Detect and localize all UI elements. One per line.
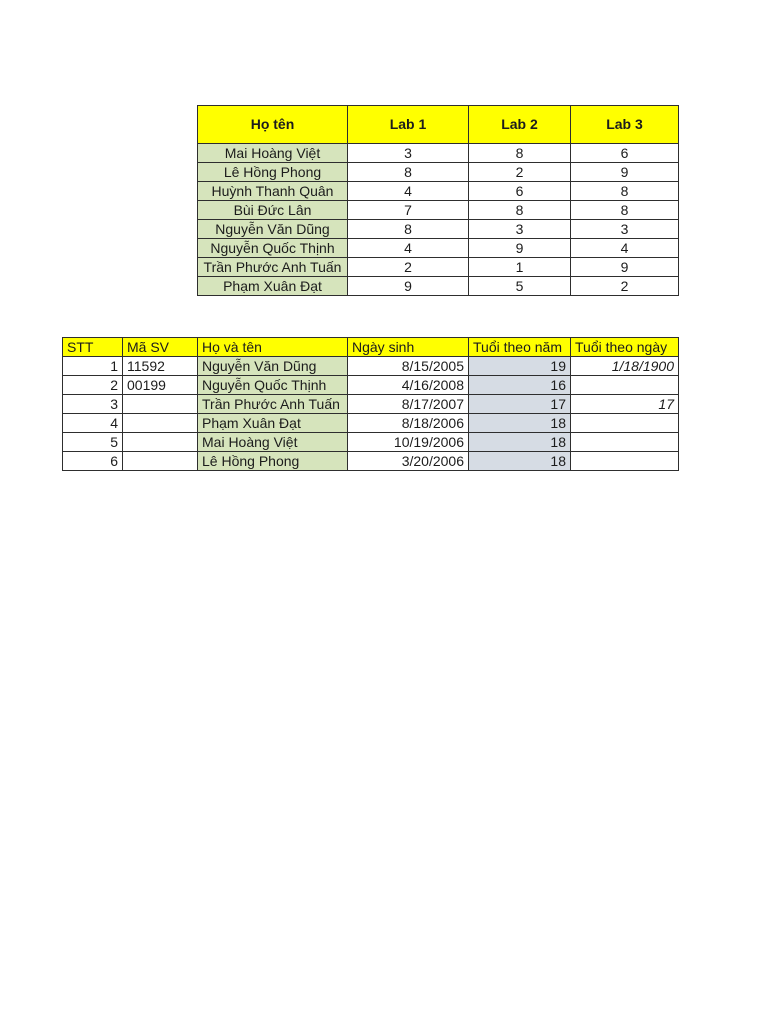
lab3-score-cell: 8 bbox=[570, 200, 679, 220]
birthdate-cell: 8/15/2005 bbox=[347, 356, 469, 376]
lab1-score-cell: 7 bbox=[347, 200, 469, 220]
student-name-cell: Mai Hoàng Việt bbox=[197, 432, 348, 452]
header-ma-sv: Mã SV bbox=[122, 337, 198, 357]
lab2-score-cell: 1 bbox=[468, 257, 571, 277]
student-name-cell: Trần Phước Anh Tuấn bbox=[197, 394, 348, 414]
birthdate-cell: 3/20/2006 bbox=[347, 451, 469, 471]
table-row: 6 Lê Hồng Phong 3/20/2006 18 bbox=[62, 451, 679, 471]
header-tuoi-theo-nam: Tuổi theo năm bbox=[468, 337, 571, 357]
age-by-year-cell: 19 bbox=[468, 356, 571, 376]
age-by-day-cell bbox=[570, 413, 679, 433]
table-row: 1 11592 Nguyễn Văn Dũng 8/15/2005 19 1/18/190… bbox=[62, 356, 679, 376]
lab3-score-cell: 6 bbox=[570, 143, 679, 163]
age-by-year-cell: 16 bbox=[468, 375, 571, 395]
lab3-score-cell: 8 bbox=[570, 181, 679, 201]
lab1-score-cell: 8 bbox=[347, 219, 469, 239]
stt-cell: 1 bbox=[62, 356, 123, 376]
student-name-cell: Phạm Xuân Đạt bbox=[197, 276, 348, 296]
header-ho-va-ten: Họ và tên bbox=[197, 337, 348, 357]
age-by-day-cell: 1/18/1900 bbox=[570, 356, 679, 376]
stt-cell: 6 bbox=[62, 451, 123, 471]
ma-sv-cell bbox=[122, 451, 198, 471]
table-row: Nguyễn Văn Dũng 8 3 3 bbox=[197, 219, 679, 239]
lab3-score-cell: 9 bbox=[570, 257, 679, 277]
ma-sv-cell: 00199 bbox=[122, 375, 198, 395]
ma-sv-cell: 11592 bbox=[122, 356, 198, 376]
table-row: Nguyễn Quốc Thịnh 4 9 4 bbox=[197, 238, 679, 258]
lab2-score-cell: 8 bbox=[468, 143, 571, 163]
student-name-cell: Trần Phước Anh Tuấn bbox=[197, 257, 348, 277]
age-by-day-cell bbox=[570, 432, 679, 452]
lab1-score-cell: 4 bbox=[347, 238, 469, 258]
header-ngay-sinh: Ngày sinh bbox=[347, 337, 469, 357]
ma-sv-cell bbox=[122, 413, 198, 433]
table-row: Huỳnh Thanh Quân 4 6 8 bbox=[197, 181, 679, 201]
age-by-day-cell bbox=[570, 375, 679, 395]
lab1-score-cell: 9 bbox=[347, 276, 469, 296]
lab3-score-cell: 2 bbox=[570, 276, 679, 296]
students-table-header-row: STT Mã SV Họ và tên Ngày sinh Tuổi theo năm T… bbox=[62, 337, 679, 357]
students-table: STT Mã SV Họ và tên Ngày sinh Tuổi theo năm T… bbox=[62, 337, 679, 471]
student-name-cell: Nguyễn Văn Dũng bbox=[197, 219, 348, 239]
lab3-score-cell: 4 bbox=[570, 238, 679, 258]
age-by-year-cell: 18 bbox=[468, 413, 571, 433]
student-name-cell: Bùi Đức Lân bbox=[197, 200, 348, 220]
stt-cell: 3 bbox=[62, 394, 123, 414]
header-tuoi-theo-ngay: Tuổi theo ngày bbox=[570, 337, 679, 357]
table-row: Mai Hoàng Việt 3 8 6 bbox=[197, 143, 679, 163]
lab-table-header-row: Họ tên Lab 1 Lab 2 Lab 3 bbox=[197, 105, 679, 144]
lab2-score-cell: 3 bbox=[468, 219, 571, 239]
lab2-score-cell: 6 bbox=[468, 181, 571, 201]
table-row: 2 00199 Nguyễn Quốc Thịnh 4/16/2008 16 bbox=[62, 375, 679, 395]
age-by-day-cell bbox=[570, 451, 679, 471]
student-name-cell: Lê Hồng Phong bbox=[197, 451, 348, 471]
lab-scores-table: Họ tên Lab 1 Lab 2 Lab 3 Mai Hoàng Việt 3 8 6 L… bbox=[197, 105, 679, 296]
stt-cell: 5 bbox=[62, 432, 123, 452]
lab3-score-cell: 3 bbox=[570, 219, 679, 239]
table-row: 4 Phạm Xuân Đạt 8/18/2006 18 bbox=[62, 413, 679, 433]
header-ho-ten: Họ tên bbox=[197, 105, 348, 144]
age-by-year-cell: 18 bbox=[468, 451, 571, 471]
lab1-score-cell: 2 bbox=[347, 257, 469, 277]
header-stt: STT bbox=[62, 337, 123, 357]
lab1-score-cell: 3 bbox=[347, 143, 469, 163]
stt-cell: 2 bbox=[62, 375, 123, 395]
age-by-day-cell: 17 bbox=[570, 394, 679, 414]
table-row: 5 Mai Hoàng Việt 10/19/2006 18 bbox=[62, 432, 679, 452]
lab2-score-cell: 8 bbox=[468, 200, 571, 220]
student-name-cell: Phạm Xuân Đạt bbox=[197, 413, 348, 433]
table-row: 3 Trần Phước Anh Tuấn 8/17/2007 17 17 bbox=[62, 394, 679, 414]
birthdate-cell: 4/16/2008 bbox=[347, 375, 469, 395]
birthdate-cell: 8/17/2007 bbox=[347, 394, 469, 414]
lab2-score-cell: 9 bbox=[468, 238, 571, 258]
student-name-cell: Nguyễn Quốc Thịnh bbox=[197, 375, 348, 395]
table-row: Trần Phước Anh Tuấn 2 1 9 bbox=[197, 257, 679, 277]
table-row: Bùi Đức Lân 7 8 8 bbox=[197, 200, 679, 220]
lab1-score-cell: 8 bbox=[347, 162, 469, 182]
header-lab3: Lab 3 bbox=[570, 105, 679, 144]
header-lab1: Lab 1 bbox=[347, 105, 469, 144]
students-table-body: 1 11592 Nguyễn Văn Dũng 8/15/2005 19 1/18/190… bbox=[62, 356, 679, 471]
student-name-cell: Lê Hồng Phong bbox=[197, 162, 348, 182]
student-name-cell: Nguyễn Văn Dũng bbox=[197, 356, 348, 376]
table-row: Lê Hồng Phong 8 2 9 bbox=[197, 162, 679, 182]
lab3-score-cell: 9 bbox=[570, 162, 679, 182]
lab2-score-cell: 2 bbox=[468, 162, 571, 182]
birthdate-cell: 10/19/2006 bbox=[347, 432, 469, 452]
lab1-score-cell: 4 bbox=[347, 181, 469, 201]
lab2-score-cell: 5 bbox=[468, 276, 571, 296]
table-row: Phạm Xuân Đạt 9 5 2 bbox=[197, 276, 679, 296]
student-name-cell: Huỳnh Thanh Quân bbox=[197, 181, 348, 201]
age-by-year-cell: 17 bbox=[468, 394, 571, 414]
header-lab2: Lab 2 bbox=[468, 105, 571, 144]
student-name-cell: Nguyễn Quốc Thịnh bbox=[197, 238, 348, 258]
stt-cell: 4 bbox=[62, 413, 123, 433]
student-name-cell: Mai Hoàng Việt bbox=[197, 143, 348, 163]
ma-sv-cell bbox=[122, 432, 198, 452]
age-by-year-cell: 18 bbox=[468, 432, 571, 452]
ma-sv-cell bbox=[122, 394, 198, 414]
birthdate-cell: 8/18/2006 bbox=[347, 413, 469, 433]
lab-table-body: Mai Hoàng Việt 3 8 6 Lê Hồng Phong 8 2 9 Huỳnh T… bbox=[197, 143, 679, 296]
